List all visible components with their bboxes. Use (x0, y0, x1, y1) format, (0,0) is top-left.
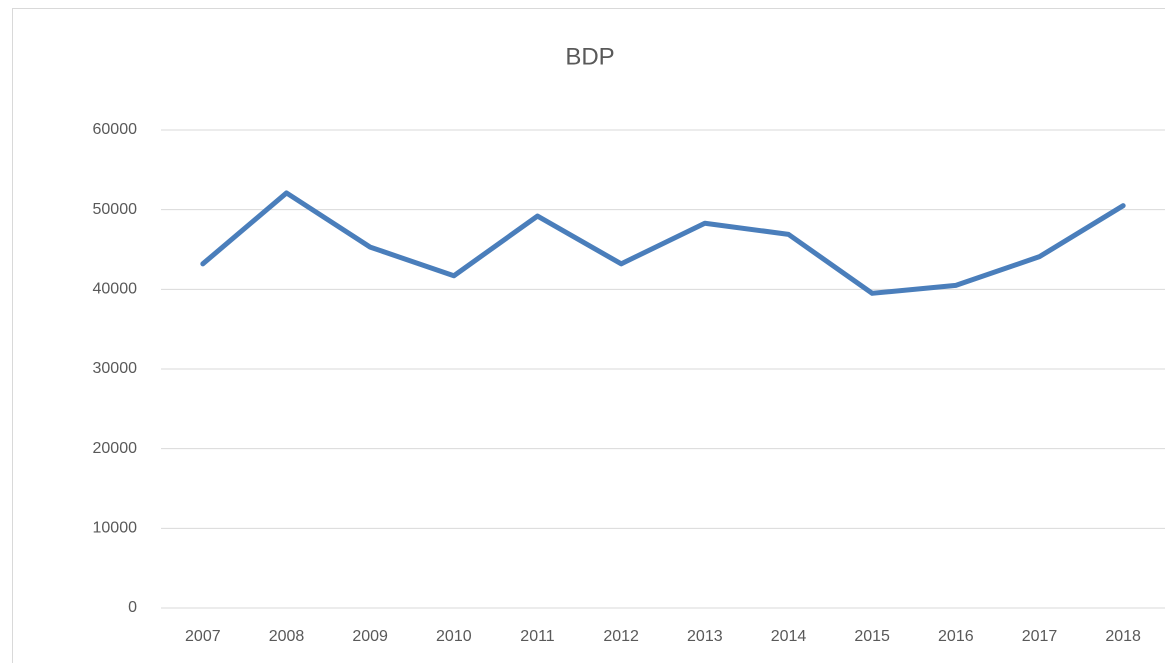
x-tick-label: 2012 (603, 628, 639, 645)
y-tick-label: 60000 (93, 121, 138, 138)
x-tick-label: 2008 (269, 628, 305, 645)
y-tick-label: 0 (128, 599, 137, 616)
y-tick-label: 40000 (93, 281, 138, 298)
chart-title: BDP (565, 43, 614, 70)
x-tick-label: 2009 (352, 628, 388, 645)
x-tick-label: 2014 (771, 628, 807, 645)
x-tick-label: 2016 (938, 628, 974, 645)
x-tick-label: 2011 (520, 628, 555, 645)
x-tick-label: 2018 (1105, 628, 1141, 645)
data-line (200, 190, 1126, 296)
y-tick-label: 50000 (93, 201, 138, 218)
x-tick-label: 2007 (185, 628, 221, 645)
x-tick-label: 2015 (854, 628, 890, 645)
y-tick-label: 30000 (93, 360, 138, 377)
chart-frame (12, 8, 1165, 663)
x-tick-label: 2013 (687, 628, 723, 645)
x-tick-label: 2010 (436, 628, 472, 645)
y-tick-label: 20000 (93, 440, 138, 457)
x-tick-label: 2017 (1022, 628, 1058, 645)
y-tick-label: 10000 (93, 520, 138, 537)
